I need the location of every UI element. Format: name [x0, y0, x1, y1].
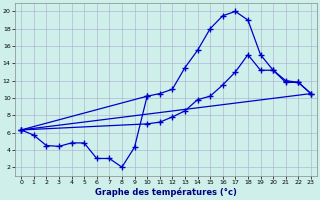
X-axis label: Graphe des températures (°c): Graphe des températures (°c) — [95, 188, 237, 197]
